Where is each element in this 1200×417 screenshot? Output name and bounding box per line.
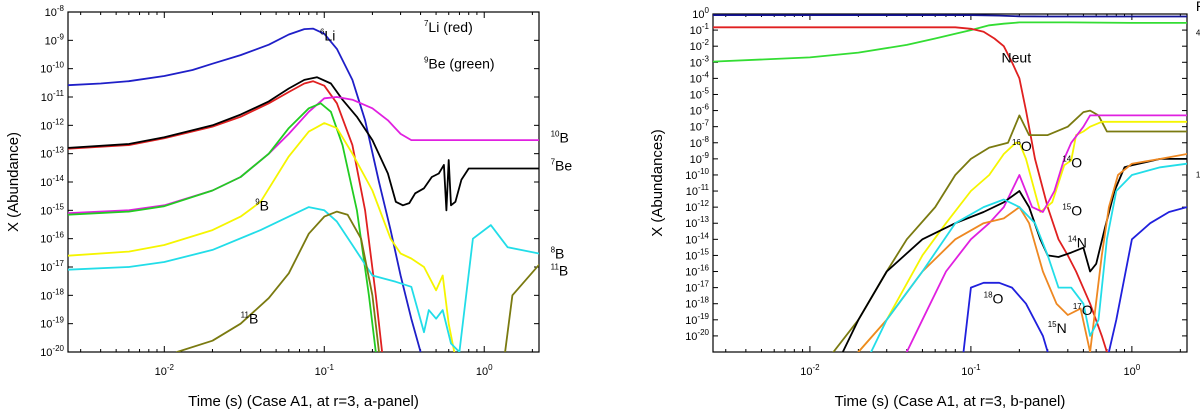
series-line-he4 bbox=[713, 21, 1187, 63]
y-tick-label: 10-16 bbox=[40, 231, 64, 246]
label-neut: Neut bbox=[1002, 49, 1032, 65]
panel-a: 10-2 10-1 100 10-8 10-9 10-10 10-11 10-12 10-13 1… bbox=[5, 4, 572, 410]
y-tick-label: 10-4 bbox=[690, 70, 710, 85]
x-axis-label: Time (s) (Case A1, at r=3, a-panel) bbox=[188, 393, 419, 410]
series-line-b11-tail bbox=[504, 263, 539, 352]
label-li6: 6Li bbox=[320, 27, 335, 43]
label-b10: 10B bbox=[551, 129, 569, 145]
y-axis-label: X (Abundance) bbox=[5, 132, 22, 232]
y-tick-label: 10-9 bbox=[45, 32, 65, 47]
plot-area: 10-2 10-1 10010010-110-210-310-410-510-610… bbox=[685, 0, 1200, 378]
series-line-b8 bbox=[68, 206, 539, 352]
label-be7: 7Be bbox=[551, 158, 573, 174]
series-group bbox=[68, 27, 539, 352]
x-tick-label: 10-1 bbox=[961, 363, 981, 378]
y-tick-label: 10-17 bbox=[685, 280, 709, 295]
x-tick-label: 10-2 bbox=[155, 363, 175, 378]
y-tick-label: 10-20 bbox=[685, 328, 709, 343]
y-tick-label: 10-20 bbox=[40, 344, 64, 359]
label-n15: 15N bbox=[1048, 320, 1067, 336]
y-tick-label: 10-18 bbox=[685, 296, 709, 311]
y-tick-label: 10-15 bbox=[40, 202, 64, 217]
y-tick-label: 10-16 bbox=[685, 264, 709, 279]
y-tick-label: 10-17 bbox=[40, 259, 64, 274]
series-line-li6 bbox=[68, 27, 422, 352]
x-tick-label: 100 bbox=[1124, 363, 1141, 378]
series-line-b11 bbox=[176, 210, 380, 352]
series-line-neut bbox=[713, 26, 1108, 352]
series-line-prot bbox=[713, 14, 1187, 18]
label-b8: 8B bbox=[551, 245, 565, 261]
x-tick-label: 10-2 bbox=[800, 363, 820, 378]
label-o15: 15O bbox=[1062, 203, 1082, 219]
series-line-o17 bbox=[857, 153, 1187, 352]
label-he4: 4He bbox=[1196, 28, 1200, 44]
series-line-be9 bbox=[68, 102, 377, 352]
x-tick-label: 10-1 bbox=[315, 363, 335, 378]
label-o16: 16O bbox=[1012, 138, 1032, 154]
label-b11-lower: 11B bbox=[241, 311, 259, 327]
label-n14: 14N bbox=[1068, 235, 1087, 251]
plot-frame bbox=[712, 13, 1188, 353]
y-tick-label: 10-10 bbox=[685, 167, 709, 182]
y-tick-label: 10-13 bbox=[40, 146, 64, 161]
series-line-n14 bbox=[841, 158, 1187, 352]
x-axis-label: Time (s) (Case A1, at r=3, b-panel) bbox=[835, 393, 1066, 410]
y-tick-label: 10-1 bbox=[690, 22, 710, 37]
y-tick-label: 10-8 bbox=[690, 135, 710, 150]
y-tick-label: 10-5 bbox=[690, 86, 710, 101]
label-be9-note: 9Be (green) bbox=[424, 56, 495, 72]
x-tick-label: 100 bbox=[476, 363, 493, 378]
series-line-li7 bbox=[68, 80, 383, 352]
series-line-o18 bbox=[962, 281, 1049, 352]
y-tick-label: 10-11 bbox=[41, 89, 65, 104]
series-line-o18-late bbox=[1108, 206, 1187, 352]
label-li7-note: 7Li (red) bbox=[424, 19, 473, 35]
y-tick-label: 10-19 bbox=[685, 312, 709, 327]
y-tick-label: 10-12 bbox=[40, 117, 64, 132]
y-tick-label: 10-10 bbox=[40, 61, 64, 76]
y-tick-label: 10-14 bbox=[40, 174, 64, 189]
label-o14: 14O bbox=[1062, 154, 1082, 170]
label-o18-lower: 18O bbox=[984, 291, 1004, 307]
y-tick-label: 10-9 bbox=[690, 151, 710, 166]
y-tick-label: 10-12 bbox=[685, 199, 709, 214]
y-tick-label: 10-7 bbox=[690, 119, 710, 134]
y-tick-label: 10-2 bbox=[690, 38, 710, 53]
y-tick-label: 10-18 bbox=[40, 287, 64, 302]
label-b9: 9B bbox=[255, 197, 269, 213]
y-tick-label: 10-13 bbox=[685, 215, 709, 230]
label-o18-right: 18O bbox=[1196, 170, 1200, 186]
y-tick-label: 10-8 bbox=[45, 4, 65, 19]
y-tick-label: 10-3 bbox=[690, 54, 710, 69]
y-tick-label: 10-14 bbox=[685, 231, 709, 246]
series-line-o15 bbox=[905, 114, 1187, 352]
panel-b: 10-2 10-1 10010010-110-210-310-410-510-610… bbox=[649, 0, 1200, 410]
label-o17: 17O bbox=[1073, 302, 1093, 318]
series-line-o14 bbox=[857, 120, 1187, 352]
series-line-b9 bbox=[68, 122, 456, 352]
y-tick-label: 100 bbox=[692, 6, 709, 21]
label-b11-right: 11B bbox=[551, 263, 569, 279]
y-tick-label: 10-15 bbox=[685, 247, 709, 262]
series-group bbox=[713, 14, 1187, 352]
y-tick-label: 10-11 bbox=[686, 183, 710, 198]
plot-area: 10-2 10-1 100 10-8 10-9 10-10 10-11 10-12 10-13 1… bbox=[40, 4, 572, 378]
series-line-n15 bbox=[870, 162, 1187, 352]
y-axis-label: X (Abundances) bbox=[649, 129, 666, 237]
y-tick-label: 10-6 bbox=[690, 103, 710, 118]
label-prot: Prot bbox=[1196, 0, 1200, 14]
y-tick-label: 10-19 bbox=[40, 316, 64, 331]
series-line-be7 bbox=[68, 76, 539, 212]
